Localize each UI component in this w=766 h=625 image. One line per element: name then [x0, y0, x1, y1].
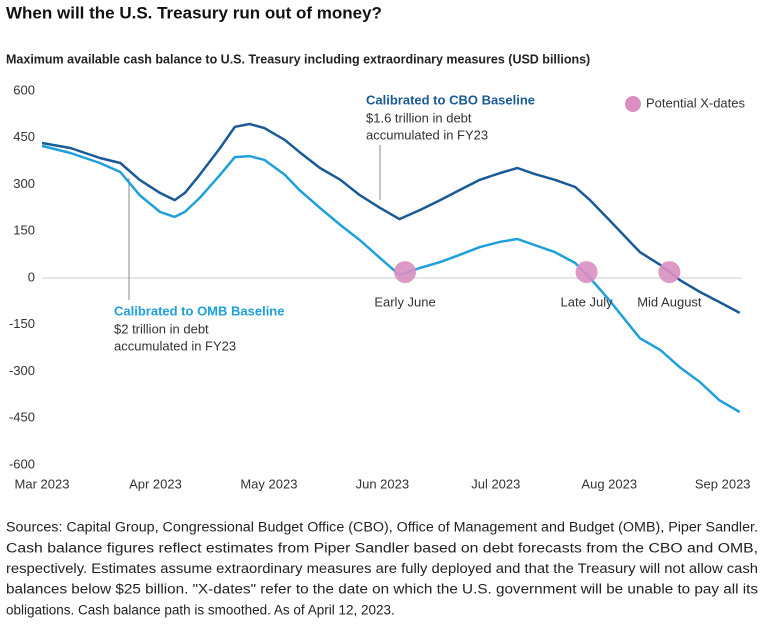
x-date-marker [394, 261, 417, 284]
series-note: $1.6 trillion in debt [366, 110, 472, 125]
y-tick-label: 150 [13, 223, 35, 238]
x-tick-label: Jul 2023 [471, 476, 520, 491]
y-tick-label: -600 [9, 456, 35, 471]
legend-marker [625, 96, 641, 112]
series-label: Calibrated to CBO Baseline [366, 92, 535, 107]
x-date-marker [658, 261, 681, 284]
x-tick-label: Jun 2023 [356, 476, 410, 491]
x-tick-label: Mar 2023 [15, 476, 70, 491]
x-tick-label: Aug 2023 [581, 476, 637, 491]
x-tick-label: May 2023 [240, 476, 297, 491]
series-line [41, 122, 741, 315]
footnote-line: Cash balance figures reflect estimates f… [6, 540, 758, 555]
y-tick-label: -300 [9, 363, 35, 378]
series-line [41, 144, 741, 414]
x-date-label: Early June [374, 294, 435, 309]
y-tick-label: 450 [13, 129, 35, 144]
legend-label: Potential X-dates [646, 95, 746, 110]
y-tick-label: 600 [13, 82, 35, 97]
y-tick-label: -150 [9, 316, 35, 331]
series-note: accumulated in FY23 [114, 338, 236, 353]
footnote-line: Sources: Capital Group, Congressional Bu… [6, 520, 758, 535]
y-tick-label: -450 [9, 410, 35, 425]
x-tick-label: Apr 2023 [129, 476, 182, 491]
footnote-line: respectively. Estimates assume extraordi… [6, 561, 758, 576]
footnote-line: obligations. Cash balance path is smooth… [6, 602, 395, 617]
x-date-marker [575, 261, 598, 284]
chart-subtitle: Maximum available cash balance to U.S. T… [6, 52, 590, 66]
x-date-label: Mid August [637, 294, 702, 309]
x-date-label: Late July [561, 294, 614, 309]
series-note: accumulated in FY23 [366, 127, 488, 142]
y-tick-label: 0 [28, 269, 35, 284]
series-note: $2 trillion in debt [114, 321, 209, 336]
series-label: Calibrated to OMB Baseline [114, 303, 284, 318]
x-tick-label: Sep 2023 [695, 476, 751, 491]
y-tick-label: 300 [13, 176, 35, 191]
chart-title: When will the U.S. Treasury run out of m… [6, 3, 382, 22]
footnote-line: balances below $25 billion. "X-dates" re… [6, 582, 758, 597]
